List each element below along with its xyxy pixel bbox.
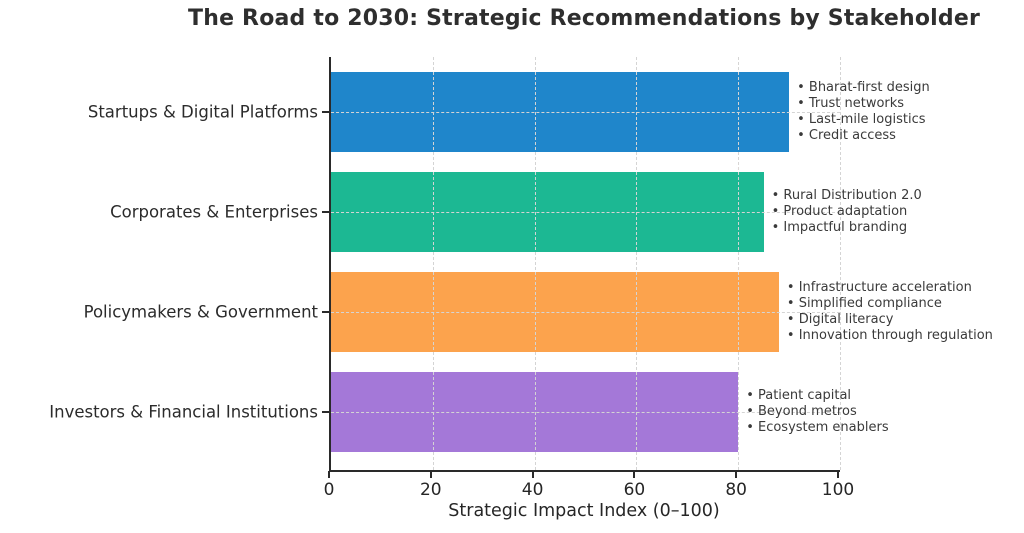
annotation-line: • Trust networks xyxy=(797,96,905,111)
x-tick-label-100: 100 xyxy=(821,480,855,500)
annotation-line: • Bharat-first design xyxy=(797,80,930,95)
annotation-corporates-enterprises: • Rural Distribution 2.0 • Product adapta… xyxy=(772,188,922,236)
annotation-line: • Rural Distribution 2.0 xyxy=(771,188,922,203)
gridline-y-corporates-enterprises xyxy=(331,212,840,213)
x-tick-label-20: 20 xyxy=(419,480,442,500)
y-tick-mark-investors-financial-institutions xyxy=(322,411,329,413)
annotation-line: • Impactful branding xyxy=(771,220,908,235)
y-tick-label-corporates-enterprises: Corporates & Enterprises xyxy=(110,202,318,222)
x-tick-mark-0 xyxy=(328,471,330,478)
gridline-y-investors-financial-institutions xyxy=(331,412,840,413)
x-tick-mark-80 xyxy=(735,471,738,478)
gridline-x-60 xyxy=(636,57,638,470)
gridline-x-100 xyxy=(840,57,841,470)
gridline-y-policymakers-government xyxy=(331,312,840,313)
chart-title: The Road to 2030: Strategic Recommendati… xyxy=(188,6,980,31)
x-tick-label-40: 40 xyxy=(521,480,544,500)
annotation-investors-financial-institutions: • Patient capital • Beyond metros • Ecosys… xyxy=(746,388,888,436)
x-tick-mark-40 xyxy=(531,471,534,478)
x-tick-mark-100 xyxy=(837,471,839,478)
y-tick-label-startups-digital-platforms: Startups & Digital Platforms xyxy=(87,102,318,122)
x-tick-label-60: 60 xyxy=(623,480,646,500)
plot-area: • Bharat-first design • Trust networks • L… xyxy=(329,57,993,472)
gridline-x-80 xyxy=(738,57,740,470)
y-tick-label-investors-financial-institutions: Investors & Financial Institutions xyxy=(49,402,318,422)
annotation-line: • Product adaptation xyxy=(771,204,908,219)
gridline-x-40 xyxy=(534,57,536,470)
x-tick-label-0: 0 xyxy=(323,480,335,500)
y-tick-mark-corporates-enterprises xyxy=(322,211,329,213)
x-axis-label: Strategic Impact Index (0–100) xyxy=(448,501,720,521)
y-tick-mark-policymakers-government xyxy=(322,311,329,313)
gridline-y-startups-digital-platforms xyxy=(331,112,840,113)
gridline-x-20 xyxy=(432,57,434,470)
annotation-line: • Innovation through regulation xyxy=(786,328,993,343)
x-tick-label-80: 80 xyxy=(725,480,748,500)
annotation-policymakers-government: • Infrastructure acceleration • Simplifie… xyxy=(787,280,993,344)
y-tick-mark-startups-digital-platforms xyxy=(322,111,329,113)
annotation-line: • Ecosystem enablers xyxy=(746,420,889,435)
x-tick-mark-20 xyxy=(429,471,432,478)
y-tick-label-policymakers-government: Policymakers & Government xyxy=(83,302,318,322)
annotation-line: • Simplified compliance xyxy=(786,296,942,311)
annotation-startups-digital-platforms: • Bharat-first design • Trust networks • L… xyxy=(797,80,930,144)
annotation-line: • Digital literacy xyxy=(786,312,894,327)
annotation-line: • Credit access xyxy=(797,128,896,143)
annotation-line: • Patient capital xyxy=(746,388,852,403)
annotation-line: • Infrastructure acceleration xyxy=(786,280,972,295)
x-tick-mark-60 xyxy=(633,471,636,478)
annotation-line: • Last-mile logistics xyxy=(797,112,926,127)
annotation-line: • Beyond metros xyxy=(746,404,857,419)
